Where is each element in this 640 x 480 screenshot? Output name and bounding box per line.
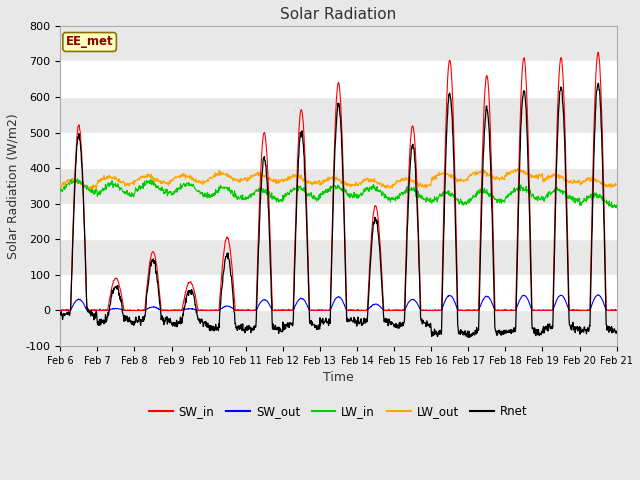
SW_out bbox=[497, 308, 505, 313]
LW_out bbox=[167, 179, 175, 184]
Line: LW_out: LW_out bbox=[60, 168, 616, 190]
X-axis label: Time: Time bbox=[323, 372, 354, 384]
SW_out bbox=[56, 308, 64, 313]
Text: EE_met: EE_met bbox=[66, 36, 113, 48]
SW_in bbox=[243, 308, 250, 313]
LW_out bbox=[498, 176, 506, 182]
Bar bbox=[60, 311, 616, 346]
LW_out bbox=[180, 171, 188, 177]
SW_in bbox=[425, 307, 433, 313]
Bar bbox=[60, 26, 616, 61]
LW_in bbox=[612, 202, 620, 208]
LW_out bbox=[612, 181, 620, 187]
Line: Rnet: Rnet bbox=[60, 84, 616, 337]
SW_in bbox=[594, 49, 602, 55]
SW_in bbox=[497, 307, 505, 313]
SW_out bbox=[425, 308, 433, 313]
LW_out bbox=[425, 182, 433, 188]
LW_in bbox=[547, 191, 555, 197]
LW_out bbox=[56, 184, 64, 190]
Rnet bbox=[425, 321, 433, 327]
Bar bbox=[60, 240, 616, 275]
Bar bbox=[60, 204, 616, 240]
SW_out bbox=[547, 307, 554, 313]
SW_in bbox=[56, 308, 64, 313]
Rnet bbox=[166, 318, 174, 324]
LW_in bbox=[167, 189, 175, 194]
Y-axis label: Solar Radiation (W/m2): Solar Radiation (W/m2) bbox=[7, 113, 20, 259]
SW_out bbox=[594, 292, 602, 298]
Line: SW_out: SW_out bbox=[60, 295, 616, 311]
Line: SW_in: SW_in bbox=[60, 52, 616, 311]
LW_in bbox=[243, 195, 250, 201]
Rnet bbox=[612, 328, 620, 334]
Rnet bbox=[56, 309, 64, 315]
LW_out bbox=[514, 165, 522, 171]
SW_in bbox=[547, 308, 554, 313]
Bar bbox=[60, 97, 616, 132]
LW_in bbox=[56, 186, 64, 192]
LW_out bbox=[243, 177, 250, 182]
SW_out bbox=[166, 308, 174, 313]
LW_out bbox=[547, 174, 555, 180]
LW_in bbox=[180, 182, 188, 188]
SW_in bbox=[612, 308, 620, 313]
SW_out bbox=[612, 308, 620, 313]
Legend: SW_in, SW_out, LW_in, LW_out, Rnet: SW_in, SW_out, LW_in, LW_out, Rnet bbox=[145, 400, 532, 422]
SW_in bbox=[166, 308, 174, 313]
Rnet bbox=[595, 81, 602, 86]
LW_in bbox=[498, 198, 506, 204]
SW_out bbox=[180, 307, 188, 313]
LW_in bbox=[425, 197, 433, 203]
Bar bbox=[60, 132, 616, 168]
Rnet bbox=[547, 325, 555, 331]
Bar bbox=[60, 61, 616, 97]
Rnet bbox=[498, 330, 506, 336]
SW_out bbox=[243, 307, 250, 313]
Bar bbox=[60, 168, 616, 204]
Rnet bbox=[465, 335, 473, 340]
Rnet bbox=[243, 327, 250, 333]
SW_in bbox=[180, 297, 188, 303]
LW_out bbox=[89, 187, 97, 193]
Bar bbox=[60, 275, 616, 311]
Title: Solar Radiation: Solar Radiation bbox=[280, 7, 397, 22]
Rnet bbox=[180, 305, 188, 311]
Line: LW_in: LW_in bbox=[60, 179, 616, 208]
LW_in bbox=[74, 176, 81, 181]
LW_in bbox=[612, 205, 620, 211]
